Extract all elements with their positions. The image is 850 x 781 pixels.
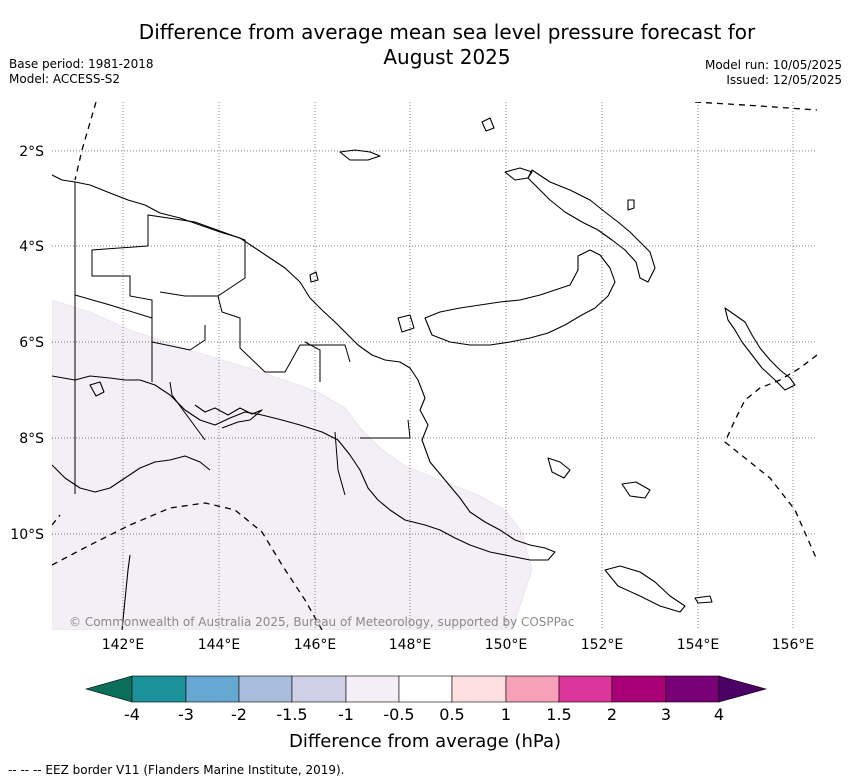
colorbar-label: -2 (231, 705, 247, 724)
eez-footnote: -- -- -- EEZ border V11 (Flanders Marine… (8, 763, 345, 777)
issued-date: Issued: 12/05/2025 (726, 73, 842, 87)
colorbar-segment (451, 675, 507, 703)
map-area: © Commonwealth of Australia 2025, Bureau… (52, 102, 817, 630)
lon-label: 154°E (677, 637, 720, 653)
eez-border (52, 502, 323, 630)
lon-label: 146°E (294, 637, 337, 653)
south-coast-west (52, 455, 211, 493)
title-line-1: Difference from average mean sea level p… (138, 20, 756, 44)
lon-label: 152°E (581, 637, 624, 653)
province-border (304, 341, 321, 382)
province-border (151, 325, 206, 351)
cape-york-coast (121, 554, 131, 630)
colorbar-label: 3 (661, 705, 671, 724)
fergusson-island (621, 481, 651, 499)
small-island (627, 199, 635, 211)
lon-label: 156°E (772, 637, 815, 653)
colorbar-label: 2 (607, 705, 617, 724)
colorbar-segment (131, 675, 187, 703)
colorbar-segment (398, 675, 453, 703)
colorbar-segment (345, 675, 400, 703)
rossel-island (604, 565, 686, 613)
colorbar-segment (505, 675, 560, 703)
lat-label: 4°S (19, 239, 44, 255)
gulf-inlet-coast (194, 404, 263, 429)
colorbar-label: -1.5 (276, 705, 307, 724)
province-border (147, 214, 246, 297)
colorbar-segment (238, 675, 293, 703)
bougainville (724, 307, 796, 391)
eez-border (74, 102, 97, 181)
eez-border (694, 102, 817, 111)
eez-border (724, 354, 817, 561)
dentrecasteaux-islands (547, 457, 571, 479)
colorbar-label: 1.5 (546, 705, 571, 724)
colorbar-segment (291, 675, 347, 703)
colorbar-label: -3 (178, 705, 194, 724)
province-border (91, 245, 153, 382)
mussau-island (481, 117, 495, 132)
copyright-text: © Commonwealth of Australia 2025, Bureau… (69, 615, 574, 629)
colorbar-segment (185, 675, 240, 703)
colorbar-title: Difference from average (hPa) (288, 731, 562, 752)
lat-label: 10°S (10, 527, 44, 543)
small-island (397, 314, 415, 333)
small-island (309, 271, 319, 283)
colorbar-label: -4 (124, 705, 140, 724)
model-run: Model run: 10/05/2025 (704, 58, 842, 72)
province-border (217, 295, 351, 373)
chart-title: Difference from average mean sea level p… (0, 20, 850, 70)
province-border (74, 294, 153, 319)
province-border (360, 419, 411, 439)
lon-label: 144°E (198, 637, 241, 653)
manus-island (339, 149, 381, 161)
eez-border (52, 514, 61, 526)
graticule (52, 102, 817, 630)
title-line-2: August 2025 (383, 45, 511, 69)
colorbar-label: 1 (501, 705, 511, 724)
new-ireland (527, 169, 656, 283)
model-name: Model: ACCESS-S2 (9, 72, 121, 86)
colorbar-label: 0.5 (439, 705, 464, 724)
lat-label: 6°S (19, 335, 44, 351)
meta-right: Model run: 10/05/2025 Issued: 12/05/2025 (705, 58, 842, 88)
colorbar-label: -1 (338, 705, 354, 724)
colorbar-extend-low (84, 675, 133, 703)
lon-label: 148°E (389, 637, 432, 653)
small-island (89, 381, 105, 397)
base-period: Base period: 1981-2018 (9, 57, 154, 71)
colorbar-extend-high (718, 675, 768, 703)
colorbar-label: -0.5 (383, 705, 414, 724)
lat-label: 8°S (19, 431, 44, 447)
meta-left: Base period: 1981-2018 Model: ACCESS-S2 (9, 57, 154, 87)
colorbar (84, 675, 768, 703)
lat-label: 2°S (19, 144, 44, 160)
lon-label: 150°E (485, 637, 528, 653)
misima-island (694, 595, 713, 604)
province-border (169, 381, 206, 441)
colorbar-segment (558, 675, 613, 703)
new-britain (424, 249, 616, 346)
colorbar-segment (665, 675, 720, 703)
colorbar-segment (611, 675, 667, 703)
colorbar-label: 4 (714, 705, 724, 724)
lon-label: 142°E (102, 637, 145, 653)
new-guinea-coastline (52, 174, 556, 561)
province-border (334, 431, 346, 496)
